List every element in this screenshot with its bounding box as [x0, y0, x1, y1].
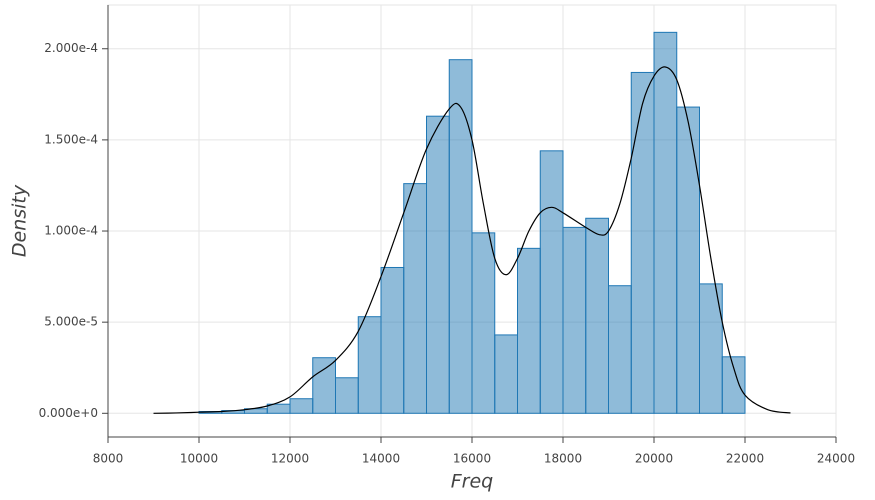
y-tick-label: 1.500e-4	[44, 132, 98, 146]
x-tick-label: 8000	[93, 452, 124, 466]
y-tick-label: 1.000e-4	[44, 224, 98, 238]
bar	[562, 226, 587, 414]
y-tick-label: 2.000e-4	[44, 41, 98, 55]
x-tick-label: 20000	[635, 452, 673, 466]
x-tick-label: 12000	[271, 452, 309, 466]
bar	[517, 247, 541, 414]
bar	[403, 183, 427, 414]
bar	[312, 357, 336, 414]
bar	[653, 31, 678, 414]
bar	[676, 106, 700, 414]
bar	[380, 266, 405, 414]
x-axis-title: Freq	[451, 471, 494, 493]
bar	[448, 59, 473, 414]
bar	[539, 150, 564, 414]
bar	[721, 356, 746, 414]
bar	[426, 115, 450, 414]
bar	[699, 283, 723, 414]
bar	[335, 377, 359, 414]
x-tick-label: 24000	[817, 452, 855, 466]
y-tick-label: 0.000e+0	[39, 406, 98, 420]
bar	[608, 285, 632, 414]
x-tick-label: 16000	[453, 452, 491, 466]
density-line	[153, 66, 791, 414]
x-tick-label: 10000	[180, 452, 218, 466]
bar	[494, 334, 518, 414]
bar	[289, 398, 314, 414]
bar	[585, 217, 609, 414]
bar	[630, 71, 655, 414]
x-tick-label: 22000	[726, 452, 764, 466]
x-tick-label: 14000	[362, 452, 400, 466]
x-tick-label: 18000	[544, 452, 582, 466]
y-axis-title: Density	[9, 184, 31, 257]
bar	[471, 232, 496, 414]
bar	[357, 316, 382, 414]
y-tick-label: 5.000e-5	[44, 315, 98, 329]
